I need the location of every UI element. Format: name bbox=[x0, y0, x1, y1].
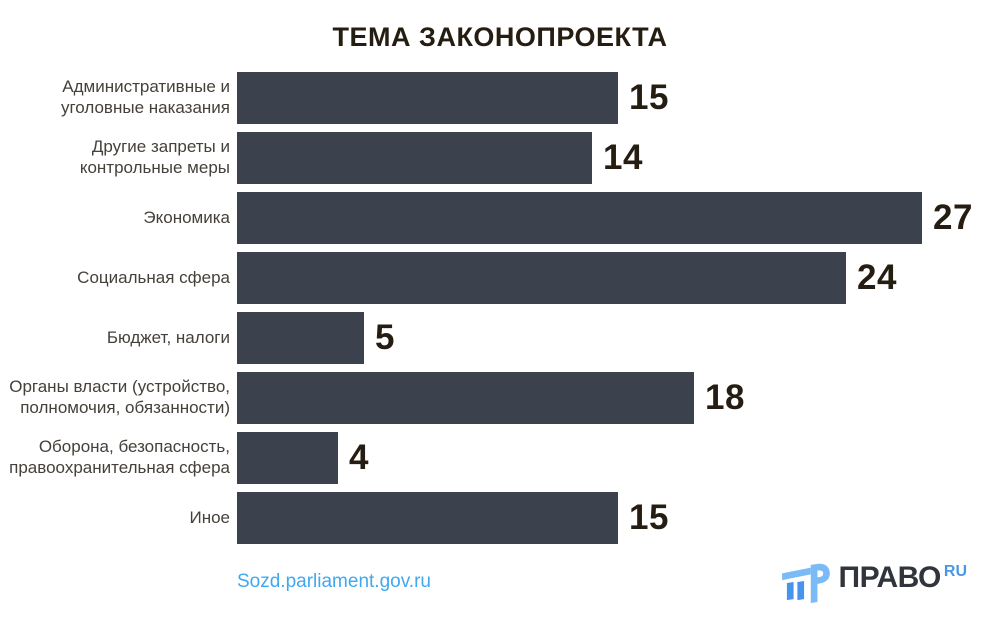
pravo-ru-logo-icon bbox=[781, 563, 830, 603]
value-label: 27 bbox=[933, 198, 973, 237]
bar bbox=[237, 132, 592, 184]
category-label: Иное bbox=[189, 507, 230, 527]
bar bbox=[237, 252, 846, 304]
pravo-ru-logo: ПРАВО RU bbox=[781, 560, 967, 603]
bar bbox=[237, 192, 922, 244]
value-label: 4 bbox=[349, 438, 369, 477]
bar bbox=[237, 312, 364, 364]
value-label: 14 bbox=[603, 138, 643, 177]
bar bbox=[237, 492, 618, 544]
bar bbox=[237, 72, 618, 124]
category-label: Оборона, безопасность, правоохранительна… bbox=[9, 437, 230, 477]
value-label: 15 bbox=[629, 78, 669, 117]
category-label: Административные и уголовные наказания bbox=[60, 77, 230, 117]
bar-row: Органы власти (устройство, полномочия, о… bbox=[0, 372, 1000, 424]
bar-rows: Административные и уголовные наказания 1… bbox=[0, 72, 1000, 552]
bar-row: Бюджет, налоги 5 bbox=[0, 312, 1000, 364]
value-label: 15 bbox=[629, 498, 669, 537]
value-label: 5 bbox=[375, 318, 395, 357]
value-label: 24 bbox=[857, 258, 897, 297]
bar-row: Социальная сфера 24 bbox=[0, 252, 1000, 304]
category-label: Бюджет, налоги bbox=[106, 327, 230, 347]
category-label: Социальная сфера bbox=[77, 267, 230, 287]
bar-row: Экономика 27 bbox=[0, 192, 1000, 244]
logo-wordmark: ПРАВО bbox=[838, 561, 942, 594]
bar bbox=[237, 372, 694, 424]
category-label: Органы власти (устройство, полномочия, о… bbox=[9, 377, 230, 417]
bar-row: Другие запреты и контрольные меры 14 bbox=[0, 132, 1000, 184]
source-link[interactable]: Sozd.parliament.gov.ru bbox=[237, 571, 431, 592]
logo-suffix: RU bbox=[943, 563, 967, 580]
bar-row: Административные и уголовные наказания 1… bbox=[0, 72, 1000, 124]
bar-row: Иное 15 bbox=[0, 492, 1000, 544]
bar bbox=[237, 432, 338, 484]
category-label: Экономика bbox=[143, 207, 230, 227]
bar-row: Оборона, безопасность, правоохранительна… bbox=[0, 432, 1000, 484]
chart-title: ТЕМА ЗАКОНОПРОЕКТА bbox=[332, 22, 668, 52]
category-label: Другие запреты и контрольные меры bbox=[79, 137, 230, 177]
value-label: 18 bbox=[705, 378, 745, 417]
